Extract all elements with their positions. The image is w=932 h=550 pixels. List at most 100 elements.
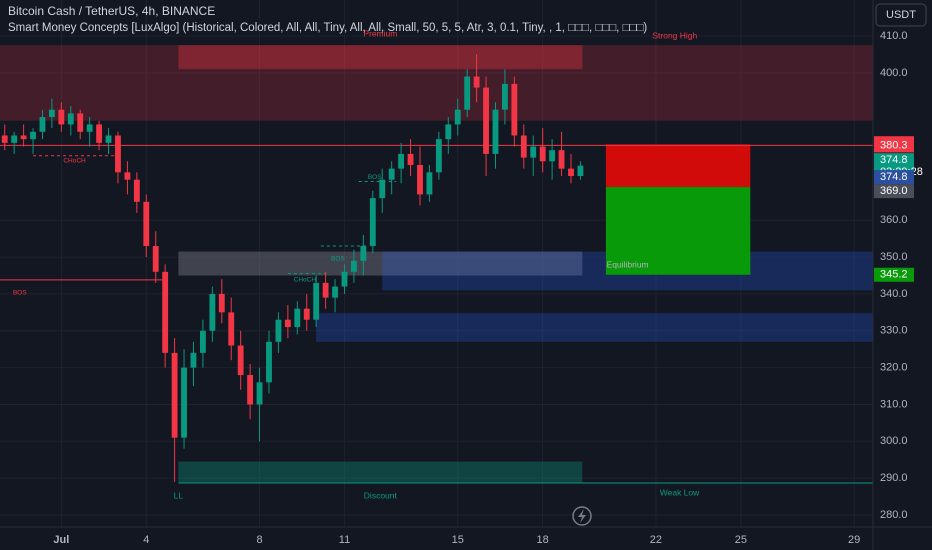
candle-body [501,83,508,110]
y-tick-label: 300.0 [880,435,908,447]
annotation: BOS [331,255,345,262]
candle-body [388,168,395,180]
candle-body [435,139,442,173]
candle-body [549,150,556,162]
price-badge-label: 369.0 [880,185,908,197]
y-tick-label: 410.0 [880,30,908,42]
price-badge [874,170,914,185]
candle-body [86,124,93,132]
price-badge [874,267,914,282]
x-tick-label: 4 [143,534,149,546]
icon-bolt[interactable] [578,509,586,523]
candle-body [577,165,584,177]
candle-body [313,282,320,320]
price-badge [874,184,914,199]
candle-body [417,164,423,195]
candle-body [341,271,348,287]
candle-body [332,286,338,298]
y-tick-label: 360.0 [880,214,908,226]
candle-body [266,341,272,383]
candle-body [58,109,65,125]
candle-body [143,201,150,247]
candle-body [209,293,216,331]
x-tick-label: Jul [53,534,69,546]
candle-body [181,367,187,438]
indicator-label: Smart Money Concepts [LuxAlgo] (Historic… [8,22,647,34]
y-tick-label: 280.0 [880,509,908,521]
candle-body [256,382,263,405]
candle-body [228,312,235,346]
price-badge-label: 345.2 [880,269,908,281]
candle-body [558,150,565,169]
candle-body [67,113,74,125]
candle-body [398,153,405,169]
candle-body [77,113,84,132]
annotation: CHoCH [294,276,317,283]
annotation: CHoCH [63,157,86,164]
candle-body [199,330,206,353]
candle-body [407,153,414,165]
icon-circle[interactable] [572,506,592,526]
candle-body [483,87,489,154]
currency-label[interactable]: USDT [886,9,916,21]
candle-body [369,198,376,247]
candle-body [1,135,8,143]
candle-body [473,76,480,88]
zone [178,45,583,70]
y-tick-label: 350.0 [880,251,908,263]
candle-body [96,124,103,143]
y-tick-label: 320.0 [880,362,908,374]
y-tick-label: 340.0 [880,288,908,300]
annotation: Premium [363,28,397,38]
annotation: BOS [13,290,27,297]
y-tick-label: 310.0 [880,398,908,410]
candle-body [294,308,301,328]
candle-body [105,135,112,143]
price-badge-label: 374.8 [880,171,908,183]
candle-body [379,179,386,199]
annotation: LL [174,490,184,500]
candle-body [20,135,27,140]
candle-body [511,83,518,136]
zone [178,461,583,483]
zone [316,313,873,342]
x-tick-label: 29 [848,534,860,546]
x-tick-label: 22 [650,534,662,546]
annotation: Equilibrium [607,259,649,269]
candle-body [275,319,282,342]
replay-icon[interactable] [572,506,592,526]
price-badge [874,138,914,153]
candle-body [350,260,357,272]
candle-body [171,352,178,438]
x-tick-label: 15 [452,534,464,546]
candle-body [360,246,367,261]
candle-body [322,282,329,298]
y-tick-label: 330.0 [880,325,908,337]
candle-body [568,168,574,177]
candle-body [445,124,452,140]
x-tick-label: 8 [256,534,262,546]
x-tick-label: 11 [339,534,350,546]
x-tick-label: 25 [735,534,747,546]
candle-body [190,352,197,368]
candle-body [133,179,140,202]
y-tick-label: 400.0 [880,67,908,79]
candle-body [237,345,244,375]
candle-body [48,109,55,118]
zone [605,187,751,275]
annotation: Discount [364,490,398,500]
chart-title: Bitcoin Cash / TetherUS, 4h, BINANCE [8,4,215,18]
price-badge-label: 374.8 [880,154,908,166]
candle-body [39,117,46,132]
candle-body [162,271,169,353]
candle-body [530,146,537,158]
candle-body [303,308,310,320]
zone [0,45,873,121]
annotation: Strong High [652,30,697,40]
price-badge-label: 380.3 [880,139,908,151]
currency-button[interactable] [875,3,927,27]
zone [605,144,751,188]
